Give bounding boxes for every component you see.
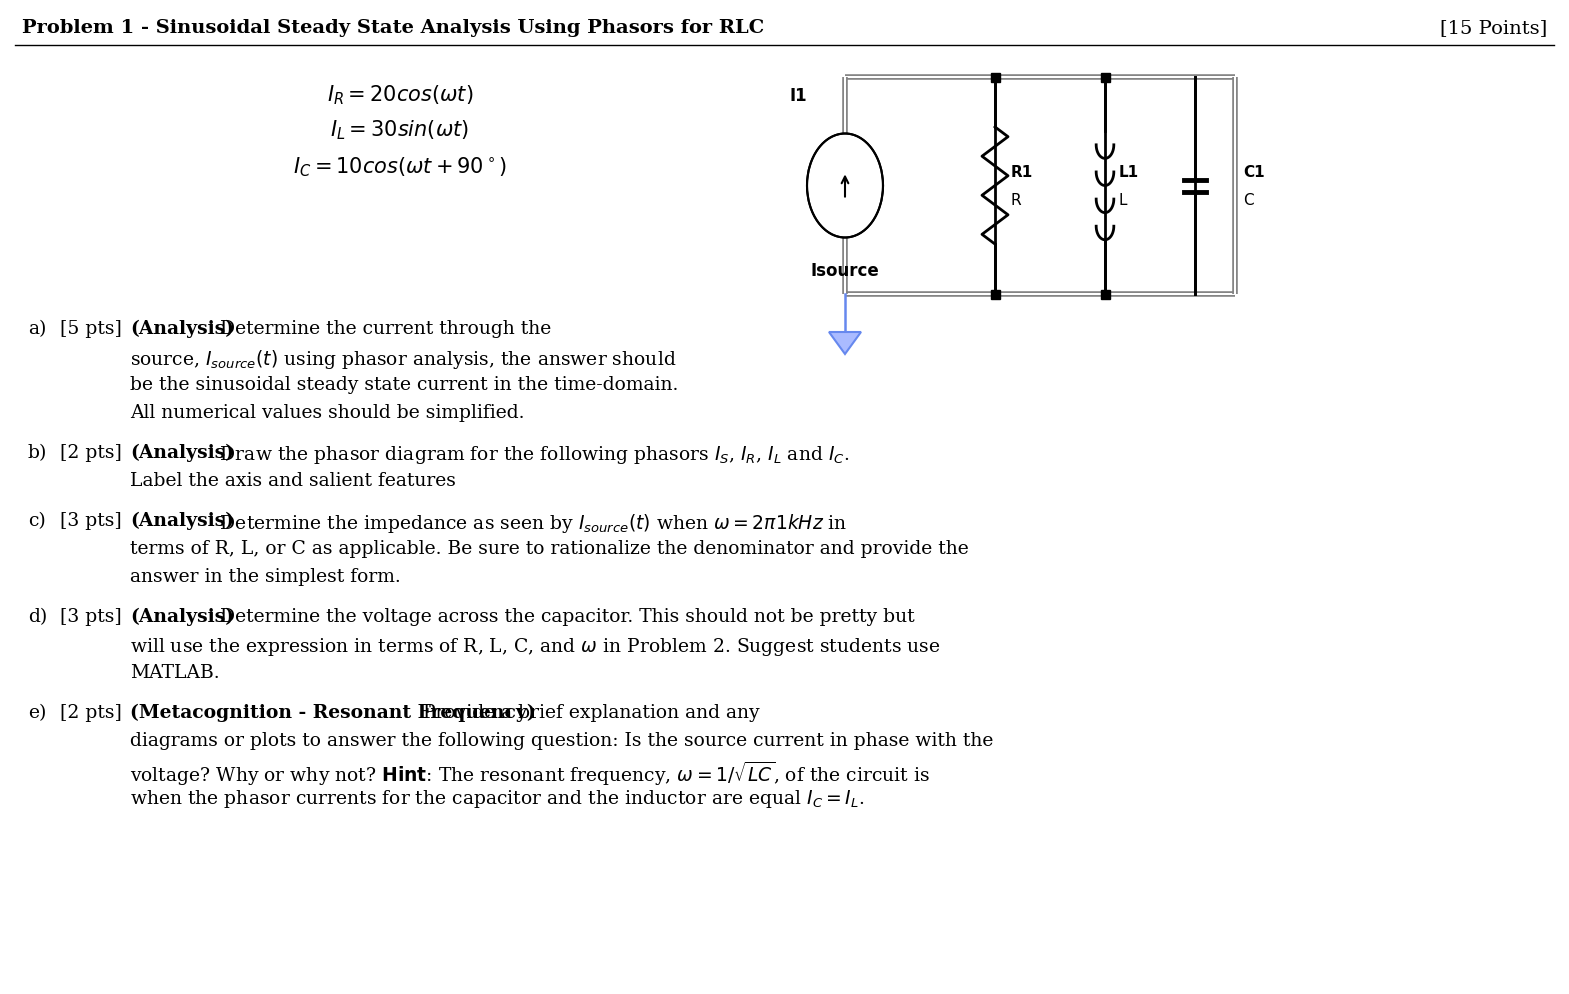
Ellipse shape: [806, 134, 883, 239]
Text: $I_R = 20cos(\omega t)$: $I_R = 20cos(\omega t)$: [326, 83, 474, 106]
Text: terms of R, L, or C as applicable. Be sure to rationalize the denominator and pr: terms of R, L, or C as applicable. Be su…: [130, 540, 968, 558]
Text: Determine the current through the: Determine the current through the: [213, 320, 551, 338]
Text: L1: L1: [1119, 165, 1139, 180]
Text: All numerical values should be simplified.: All numerical values should be simplifie…: [130, 404, 524, 421]
Text: (Analysis): (Analysis): [130, 320, 234, 338]
Text: (Analysis): (Analysis): [130, 443, 234, 462]
Text: Determine the voltage across the capacitor. This should not be pretty but: Determine the voltage across the capacit…: [213, 607, 915, 625]
Text: $I_C = 10cos(\omega t + 90^\circ)$: $I_C = 10cos(\omega t + 90^\circ)$: [293, 155, 507, 179]
Text: [3 pts]: [3 pts]: [60, 512, 122, 530]
Bar: [1100, 74, 1109, 83]
Text: diagrams or plots to answer the following question: Is the source current in pha: diagrams or plots to answer the followin…: [130, 732, 993, 749]
Text: Problem 1 - Sinusoidal Steady State Analysis Using Phasors for RLC: Problem 1 - Sinusoidal Steady State Anal…: [22, 19, 764, 37]
Text: MATLAB.: MATLAB.: [130, 663, 220, 681]
Text: will use the expression in terms of R, L, C, and $\omega$ in Problem 2. Suggest : will use the expression in terms of R, L…: [130, 635, 940, 657]
Text: a): a): [28, 320, 47, 338]
Text: (Analysis): (Analysis): [130, 607, 234, 625]
Text: Provide a brief explanation and any: Provide a brief explanation and any: [417, 704, 759, 722]
Text: d): d): [28, 607, 47, 625]
Text: [5 pts]: [5 pts]: [60, 320, 122, 338]
Text: I1: I1: [789, 86, 806, 105]
Text: e): e): [28, 704, 47, 722]
Text: when the phasor currents for the capacitor and the inductor are equal $I_C = I_L: when the phasor currents for the capacit…: [130, 787, 865, 809]
Polygon shape: [828, 333, 861, 355]
Text: [3 pts]: [3 pts]: [60, 607, 122, 625]
Text: [2 pts]: [2 pts]: [60, 704, 122, 722]
Text: voltage? Why or why not? $\mathbf{Hint}$: The resonant frequency, $\omega = 1/\s: voltage? Why or why not? $\mathbf{Hint}$…: [130, 759, 930, 787]
Text: R1: R1: [1010, 165, 1034, 180]
Text: b): b): [28, 443, 47, 461]
Text: $I_L = 30sin(\omega t)$: $I_L = 30sin(\omega t)$: [331, 118, 469, 142]
Text: Label the axis and salient features: Label the axis and salient features: [130, 471, 457, 489]
Text: Draw the phasor diagram for the following phasors $I_S$, $I_R$, $I_L$ and $I_C$.: Draw the phasor diagram for the followin…: [213, 443, 849, 465]
Text: answer in the simplest form.: answer in the simplest form.: [130, 568, 400, 585]
Text: Determine the impedance as seen by $I_{source}(t)$ when $\omega = 2\pi1kHz$ in: Determine the impedance as seen by $I_{s…: [213, 512, 847, 535]
Text: Isource: Isource: [811, 261, 879, 279]
Text: R: R: [1010, 193, 1021, 208]
Text: [2 pts]: [2 pts]: [60, 443, 122, 461]
Text: C1: C1: [1243, 165, 1265, 180]
Text: (Analysis): (Analysis): [130, 512, 234, 530]
Text: C: C: [1243, 193, 1254, 208]
Text: source, $I_{source}(t)$ using phasor analysis, the answer should: source, $I_{source}(t)$ using phasor ana…: [130, 348, 676, 371]
Bar: [1100, 290, 1109, 299]
Bar: [990, 74, 999, 83]
Text: be the sinusoidal steady state current in the time-domain.: be the sinusoidal steady state current i…: [130, 376, 678, 394]
Text: (Metacognition - Resonant Frequency): (Metacognition - Resonant Frequency): [130, 704, 535, 722]
Text: [15 Points]: [15 Points]: [1440, 19, 1547, 37]
Text: L: L: [1119, 193, 1128, 208]
Text: c): c): [28, 512, 46, 530]
Bar: [990, 290, 999, 299]
